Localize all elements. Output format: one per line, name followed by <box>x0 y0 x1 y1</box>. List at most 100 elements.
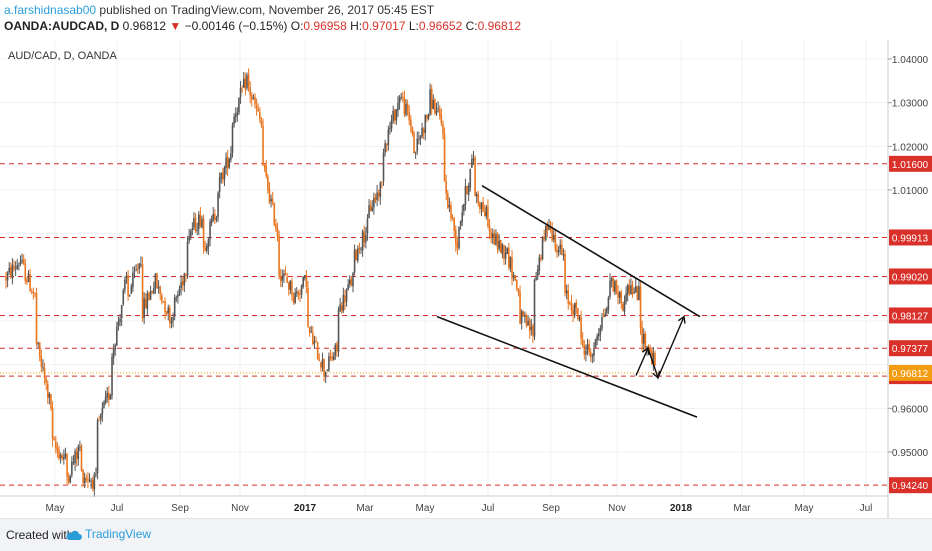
candle-body <box>607 297 610 310</box>
candle-body <box>191 228 194 231</box>
candle-body <box>617 292 619 298</box>
candle-body <box>10 267 12 278</box>
candle-body <box>371 207 374 211</box>
candle-body <box>169 307 171 324</box>
candle-body <box>273 203 276 226</box>
candle-body <box>250 95 253 100</box>
candle-body <box>577 307 579 319</box>
candle-body <box>96 420 99 474</box>
arrowhead-up-icon <box>641 346 650 356</box>
candle-body <box>528 319 531 332</box>
y-tick-label: 1.02000 <box>892 142 929 153</box>
candle-body <box>434 99 436 114</box>
candle-body <box>88 480 91 482</box>
candle-body <box>580 316 582 339</box>
candle-body <box>189 230 192 238</box>
y-tick-label: 1.01000 <box>892 186 929 197</box>
level-tag-label: 1.01600 <box>892 160 929 171</box>
candle-body <box>575 302 578 308</box>
candle-body <box>281 276 284 281</box>
candle-body <box>43 367 46 378</box>
x-tick-label: Jul <box>860 503 873 514</box>
price-axis[interactable]: 1.016000.999130.990200.981270.973770.967… <box>888 55 932 494</box>
candle-body <box>418 138 420 140</box>
price-chart[interactable]: AUD/CAD, D, OANDA 1.01600 0.99913 0.99020 0… <box>0 40 932 518</box>
candle-body <box>506 248 509 254</box>
candle-body <box>552 234 555 240</box>
time-axis[interactable]: May Jul Sep Nov 2017 Mar May Jul Sep Nov 2018 Mar Ma… <box>46 503 873 514</box>
candle-body <box>463 204 465 212</box>
candle-body <box>360 249 362 251</box>
level-tag-label: 0.98127 <box>892 311 929 322</box>
candle-body <box>459 221 462 226</box>
candle-body <box>59 455 62 459</box>
candle-body <box>654 353 656 366</box>
x-tick-label: Jul <box>482 503 495 514</box>
candle-body <box>368 205 370 219</box>
current-price-tag <box>889 364 932 381</box>
candle-body <box>294 292 296 303</box>
candle-body <box>474 157 476 197</box>
candle-body <box>416 138 419 152</box>
candle-body <box>173 297 176 317</box>
candle-body <box>196 230 198 232</box>
candle-body <box>514 275 517 280</box>
candle-body <box>217 192 219 218</box>
candle-body <box>236 112 239 116</box>
candle-body <box>520 311 523 324</box>
candle-body <box>495 234 497 244</box>
candle-body <box>358 247 361 250</box>
candle-body <box>614 281 616 292</box>
candle-body <box>321 359 324 368</box>
level-tag <box>889 268 932 285</box>
candle-body <box>292 296 295 303</box>
candle-body <box>226 156 229 169</box>
arrowhead-down-icon <box>652 370 661 380</box>
candle-body <box>535 277 537 280</box>
publisher-link[interactable]: a.farshidnasab00 <box>4 3 97 17</box>
candle-body <box>51 407 54 440</box>
candle-body <box>453 218 455 231</box>
candle-body <box>69 475 72 483</box>
candle-body <box>66 454 68 478</box>
candle-body <box>141 264 144 319</box>
candle-body <box>538 257 541 271</box>
candle-body <box>19 261 22 265</box>
level-tag <box>889 340 932 357</box>
candle-body <box>543 237 545 240</box>
candle-body <box>40 355 43 367</box>
candle-body <box>265 166 268 177</box>
candle-body <box>29 274 31 292</box>
tradingview-link[interactable]: TradingView <box>66 527 151 541</box>
candle-body <box>562 254 565 256</box>
candle-body <box>644 333 647 349</box>
candle-body <box>283 273 285 276</box>
candle-body <box>646 347 648 348</box>
x-tick-label: 2018 <box>670 503 693 514</box>
candle-body <box>361 231 364 251</box>
candle-body <box>373 198 375 208</box>
candle-body <box>480 202 483 209</box>
candle-body <box>230 153 232 160</box>
candle-body <box>275 224 277 229</box>
candle-body <box>26 280 28 282</box>
candle-body <box>615 280 618 295</box>
candle-body <box>625 293 627 302</box>
candle-body <box>252 98 255 99</box>
candle-body <box>32 291 35 293</box>
candle-body <box>125 275 128 279</box>
candle-body <box>278 235 280 276</box>
candle-body <box>601 317 603 329</box>
candle-body <box>178 288 181 293</box>
candle-body <box>355 250 358 260</box>
candle-body <box>546 224 549 231</box>
candle-body <box>316 341 319 359</box>
candle-body <box>312 332 314 344</box>
candle-body <box>435 110 438 114</box>
candle-body <box>427 113 430 120</box>
candle-body <box>104 396 107 403</box>
candle-body <box>451 217 454 219</box>
candle-body <box>199 214 202 227</box>
candle-body <box>249 86 251 96</box>
candle-body <box>13 265 15 269</box>
